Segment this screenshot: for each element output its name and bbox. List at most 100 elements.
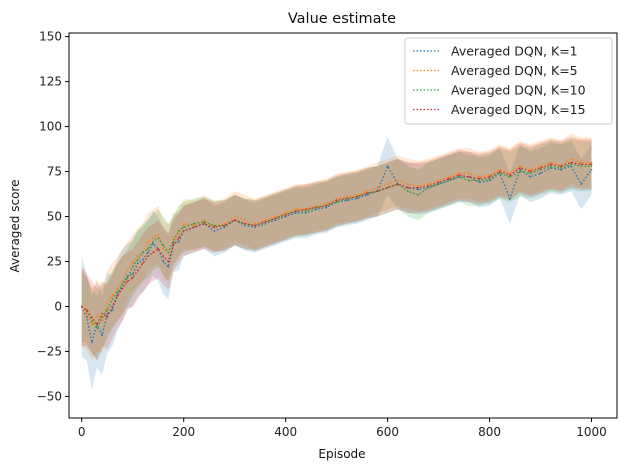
data-point <box>182 222 185 225</box>
data-point <box>167 266 170 268</box>
data-point <box>448 179 450 182</box>
data-point <box>264 222 267 225</box>
data-point <box>580 161 583 164</box>
data-point <box>417 188 420 191</box>
plot-frame <box>68 32 618 419</box>
data-point <box>213 224 216 227</box>
data-point <box>213 230 216 232</box>
data-point <box>121 280 124 283</box>
data-point <box>264 221 267 223</box>
data-point <box>177 237 180 239</box>
data-point <box>468 172 471 175</box>
y-tick-label: 150 <box>39 30 62 44</box>
x-tick-label: 600 <box>376 425 399 439</box>
data-point <box>315 204 318 207</box>
data-point <box>468 179 471 182</box>
data-point <box>126 276 129 279</box>
data-point <box>325 206 328 209</box>
data-point <box>172 237 175 239</box>
data-point <box>488 174 491 176</box>
data-point <box>458 174 460 176</box>
data-point <box>254 224 256 227</box>
data-point <box>157 233 159 236</box>
data-point <box>233 219 236 221</box>
data-point <box>162 248 165 250</box>
y-tick-label: −25 <box>37 344 62 358</box>
data-point <box>346 195 348 198</box>
data-point <box>203 219 205 221</box>
data-point <box>284 213 287 216</box>
data-point <box>101 316 103 319</box>
data-point <box>478 176 481 178</box>
data-point <box>86 316 88 319</box>
data-point <box>244 219 246 221</box>
data-point <box>254 226 256 229</box>
data-point <box>167 260 170 263</box>
data-point <box>182 230 185 232</box>
data-point <box>386 186 389 189</box>
data-point <box>549 163 552 166</box>
data-point <box>91 316 93 319</box>
data-point <box>560 168 562 171</box>
data-point <box>346 197 348 200</box>
data-point <box>509 197 511 200</box>
data-point <box>274 219 277 221</box>
data-point <box>167 251 170 254</box>
x-tick-label: 1000 <box>576 425 607 439</box>
data-point <box>458 176 460 178</box>
data-point <box>254 222 256 225</box>
data-point <box>417 185 420 187</box>
data-point <box>111 305 114 308</box>
data-point <box>417 194 420 196</box>
data-point <box>570 165 572 167</box>
data-point <box>137 258 139 261</box>
data-point <box>499 172 501 175</box>
data-point <box>366 190 369 193</box>
data-point <box>86 309 88 311</box>
series-band-3 <box>81 139 592 361</box>
data-point <box>519 168 521 171</box>
data-point <box>91 320 93 322</box>
data-point <box>264 219 267 221</box>
data-point <box>295 210 297 212</box>
x-axis-label: Episode <box>318 447 365 461</box>
data-point <box>203 222 205 225</box>
data-point <box>116 294 119 297</box>
data-point <box>376 190 379 193</box>
data-point <box>274 217 277 220</box>
data-point <box>386 165 389 167</box>
data-point <box>162 244 165 247</box>
data-point <box>137 262 139 265</box>
data-point <box>244 224 246 227</box>
data-point <box>458 172 460 175</box>
data-point <box>325 203 328 205</box>
data-point <box>539 165 542 167</box>
data-point <box>529 170 532 173</box>
data-point <box>223 224 226 227</box>
data-point <box>407 183 409 185</box>
data-point <box>478 179 481 182</box>
data-point <box>335 199 338 202</box>
data-point <box>131 262 134 265</box>
data-point <box>335 197 338 200</box>
data-point <box>284 212 287 214</box>
x-tick-label: 400 <box>274 425 297 439</box>
data-point <box>356 194 358 196</box>
data-point <box>397 179 399 182</box>
data-point <box>570 158 572 160</box>
data-point <box>570 161 572 164</box>
data-point <box>213 226 216 229</box>
data-point <box>96 327 98 329</box>
data-point <box>131 276 134 279</box>
x-tick-label: 0 <box>78 425 86 439</box>
data-point <box>142 251 144 254</box>
data-point <box>325 204 328 207</box>
data-point <box>427 185 430 187</box>
data-point <box>106 316 108 319</box>
data-point <box>366 194 369 196</box>
data-point <box>116 291 119 293</box>
data-point <box>193 222 195 225</box>
data-point <box>142 258 144 261</box>
data-point <box>101 312 103 315</box>
data-point <box>137 269 139 272</box>
